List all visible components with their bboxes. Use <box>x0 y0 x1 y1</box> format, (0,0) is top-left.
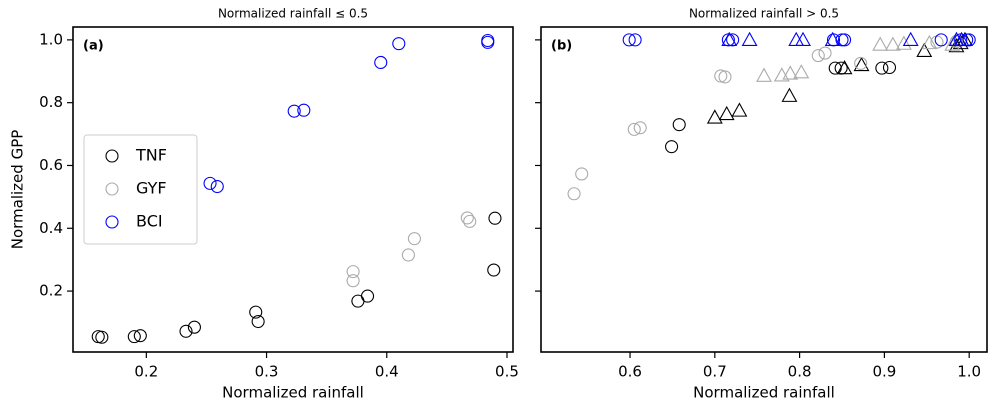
x-tick-label: 0.9 <box>872 363 896 381</box>
marker <box>665 140 679 154</box>
x-tick-label: 0.7 <box>703 363 727 381</box>
marker <box>287 104 301 118</box>
marker <box>374 55 388 70</box>
marker <box>741 31 758 47</box>
marker <box>488 211 502 225</box>
marker <box>187 320 201 334</box>
plot-frame <box>540 26 988 353</box>
marker <box>127 330 141 344</box>
plot-frame <box>72 26 514 353</box>
marker <box>627 122 641 136</box>
marker <box>934 33 948 47</box>
marker <box>210 179 224 194</box>
legend-marker <box>105 149 119 163</box>
y-axis-label: Normalized GPP <box>9 130 27 250</box>
marker <box>836 60 853 75</box>
marker <box>714 69 728 83</box>
x-axis-label: Normalized rainfall <box>693 384 835 402</box>
marker <box>706 109 723 124</box>
marker <box>672 118 686 132</box>
x-axis-label: Normalized rainfall <box>222 384 364 402</box>
marker <box>781 87 798 102</box>
marker <box>793 64 810 79</box>
panel-label: (a) <box>83 39 104 54</box>
x-tick-label: 0.5 <box>495 363 519 381</box>
marker <box>756 67 772 82</box>
y-tick-label: 0.6 <box>39 156 63 174</box>
marker <box>133 329 147 343</box>
x-tick-label: 0.8 <box>788 363 812 381</box>
marker <box>251 314 265 329</box>
marker <box>895 35 912 50</box>
x-tick-label: 0.3 <box>255 363 279 381</box>
marker <box>360 289 375 303</box>
marker <box>902 31 919 47</box>
legend-marker <box>105 215 119 229</box>
panel-label: (b) <box>551 39 572 54</box>
marker <box>249 305 263 319</box>
marker <box>346 265 360 279</box>
marker <box>872 36 889 51</box>
marker <box>487 263 501 277</box>
x-tick-label: 0.4 <box>375 363 399 381</box>
legend-marker <box>105 182 119 196</box>
marker <box>916 42 933 58</box>
marker <box>788 31 805 47</box>
x-tick-label: 0.6 <box>618 363 642 381</box>
y-tick-label: 1.0 <box>39 30 63 48</box>
marker <box>718 105 735 121</box>
marker <box>481 35 495 49</box>
legend-label: TNF <box>135 146 167 165</box>
marker <box>853 56 870 72</box>
marker <box>401 248 415 262</box>
legend-label: BCI <box>136 212 163 231</box>
marker <box>633 121 647 135</box>
marker <box>838 33 852 47</box>
marker <box>953 31 970 47</box>
marker <box>622 33 636 47</box>
marker <box>95 330 109 344</box>
marker <box>824 31 841 47</box>
chart-title: Normalized rainfall ≤ 0.5 <box>218 7 368 21</box>
marker <box>782 65 799 80</box>
y-tick-label: 0.2 <box>39 282 63 300</box>
marker <box>835 33 849 47</box>
marker <box>297 103 311 117</box>
marker <box>463 214 477 228</box>
x-tick-label: 0.2 <box>134 363 158 381</box>
marker <box>811 49 825 63</box>
marker <box>921 34 938 50</box>
marker <box>567 187 581 201</box>
marker <box>407 232 421 246</box>
marker <box>882 60 897 75</box>
marker <box>718 70 732 84</box>
marker <box>346 274 360 288</box>
marker <box>575 167 589 181</box>
marker <box>628 33 642 47</box>
marker <box>875 61 889 75</box>
y-tick-label: 0.4 <box>39 219 63 237</box>
marker <box>460 211 474 225</box>
marker <box>884 36 901 51</box>
x-tick-label: 1.0 <box>957 363 981 381</box>
marker <box>392 37 406 51</box>
marker <box>731 102 748 117</box>
chart-title: Normalized rainfall > 0.5 <box>689 7 839 21</box>
legend-label: GYF <box>136 179 167 198</box>
marker <box>795 31 811 47</box>
marker <box>203 176 217 190</box>
y-tick-label: 0.8 <box>39 93 63 111</box>
marker <box>854 56 868 70</box>
marker <box>721 31 738 47</box>
marker <box>179 324 193 338</box>
marker <box>818 46 832 60</box>
